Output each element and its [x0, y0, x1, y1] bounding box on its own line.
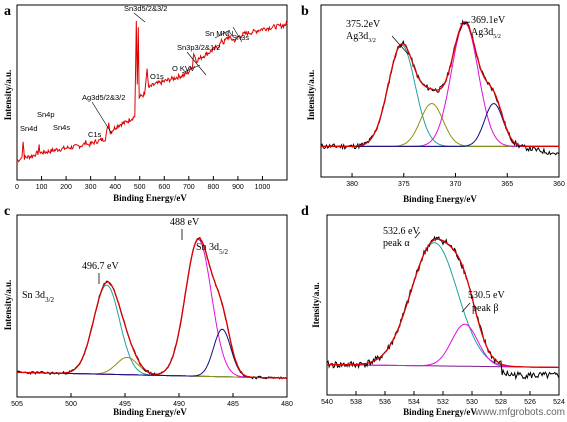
panel-a-frame	[16, 4, 288, 181]
panel-a-xtick-label: 500	[134, 184, 146, 191]
panel-b-annotation-sub: 5/2	[493, 34, 501, 40]
panel-d-xtick-label: 536	[379, 399, 391, 406]
panel-b-ylabel: Intensity/a.u.	[306, 70, 316, 121]
panel-d-xtick-label: 528	[495, 399, 507, 406]
panel-d-xtick-label: 524	[553, 399, 565, 406]
panel-a-series-0	[16, 20, 288, 163]
panel-a-annotation: Sn4s	[53, 123, 70, 132]
watermark-text: www.mfgrobots.com	[474, 407, 565, 418]
panel-a-xtick-label: 100	[36, 184, 48, 191]
panel-b-envelope	[321, 21, 559, 148]
panel-a-xlabel: Binding Energy/eV	[113, 193, 187, 203]
panel-d-xtick-label: 530	[466, 399, 478, 406]
panel-d-label: d	[301, 204, 309, 219]
panel-a: a Binding Energy/eV Intensity/a.u. 0 100 2…	[3, 4, 288, 203]
panel-d-xtick-label: 538	[350, 399, 362, 406]
panel-d-raw-data	[326, 235, 560, 381]
panel-a-xtick-label: 800	[208, 184, 220, 191]
panel-a-annotation: O KVV	[172, 64, 195, 73]
panel-a-annotation: O1s	[150, 72, 164, 81]
panel-c-envelope	[17, 237, 287, 379]
panel-a-xtick-label: 0	[15, 184, 19, 191]
panel-d: d Binding Energy/eV Itensity/a.u. 540 538…	[301, 204, 565, 417]
panel-c-xtick-label: 490	[173, 401, 185, 408]
panel-d-envelope	[327, 238, 559, 369]
panel-c-xtick-label: 480	[281, 401, 293, 408]
panel-b-arrow	[391, 35, 409, 55]
panel-c-annotation: 488 eV	[170, 217, 200, 228]
panel-c-xtick-label: 505	[11, 401, 23, 408]
panel-a-xtick-label: 200	[60, 184, 72, 191]
panel-d-xtick-label: 540	[321, 399, 333, 406]
panel-a-annotation: Sn MNN	[205, 29, 233, 38]
panel-c-ylabel: Intensity/a.u.	[3, 280, 13, 331]
panel-c-xtick-label: 500	[65, 401, 77, 408]
panel-a-xtick-label: 1000	[255, 184, 271, 191]
panel-b-label: b	[301, 4, 309, 19]
panel-a-annotation-arrow	[214, 29, 231, 39]
panel-a-annotation-arrow	[186, 51, 207, 76]
panel-d-arrow	[414, 231, 421, 239]
panel-a-annotation-arrow	[91, 101, 113, 135]
panel-b-raw-data	[320, 19, 560, 156]
panel-c-annotation-sub: 5/2	[219, 248, 228, 256]
panel-a-annotation: C1s	[88, 130, 102, 139]
panel-c-xtick-label: 485	[227, 401, 239, 408]
panel-a-annotation: Sn4p	[37, 110, 55, 119]
panel-d-annotation: peak β	[472, 303, 498, 314]
panel-a-xtick-label: 600	[158, 184, 170, 191]
panel-a-annotation: Sn3s	[232, 33, 249, 42]
panel-d-xtick-label: 532	[437, 399, 449, 406]
panel-b-frame	[320, 4, 560, 178]
panel-c-xlabel: Binding Energy/eV	[113, 407, 187, 417]
panel-d-frame	[326, 214, 560, 396]
panel-a-xtick-label: 700	[183, 184, 195, 191]
panel-b-xtick-label: 375	[398, 181, 410, 188]
panel-a-ylabel: Intensity/a.u.	[3, 70, 13, 121]
panel-d-ylabel: Itensity/a.u.	[311, 282, 321, 328]
panel-b-annotation: 375.2eV	[346, 19, 381, 30]
panel-a-annotation-arrow	[133, 12, 146, 23]
panel-a-annotation: Ag3d5/2&3/2	[82, 93, 125, 102]
panel-a-xtick-label: 400	[109, 184, 121, 191]
panel-d-xtick-label: 534	[408, 399, 420, 406]
panel-c-frame	[16, 214, 288, 398]
panel-b-xtick-label: 380	[346, 181, 358, 188]
panel-b-xlabel: Binding Energy/eV	[403, 194, 477, 204]
panel-a-annotation: Sn3d5/2&3/2	[124, 4, 167, 13]
panel-d-arrow	[461, 302, 471, 313]
panel-d-annotation: peak α	[383, 238, 410, 249]
panel-b: b Binding Energy/eV Intensity/a.u. 380 37…	[301, 4, 565, 204]
panel-a-label: a	[4, 4, 11, 19]
panel-c: c Binding Energy/eV Intensity/a.u. 505 50…	[3, 204, 293, 417]
panel-b-arrow	[459, 21, 471, 25]
panel-c-xtick-label: 495	[119, 401, 131, 408]
panel-b-xtick-label: 365	[501, 181, 513, 188]
panel-b-xtick-label: 360	[553, 181, 565, 188]
panel-c-label: c	[4, 204, 10, 219]
panel-b-annotation-sub: 3/2	[368, 38, 376, 44]
panel-d-xtick-label: 526	[524, 399, 536, 406]
panel-a-xtick-label: 300	[85, 184, 97, 191]
panel-a-xtick-label: 900	[232, 184, 244, 191]
panel-d-xlabel: Binding Energy/eV	[403, 407, 477, 417]
panel-a-annotation: Sn4d	[20, 124, 38, 133]
panel-c-annotation-sub: 3/2	[45, 296, 54, 304]
panel-a-annotation-arrow	[232, 26, 243, 43]
panel-d-annotation: 532.6 eV	[383, 226, 420, 237]
panel-d-annotation: 530.5 eV	[468, 290, 505, 301]
panel-b-annotation: 369.1eV	[471, 15, 506, 26]
panel-a-annotation-arrow	[181, 64, 201, 74]
panel-c-annotation: 496.7 eV	[82, 261, 119, 272]
panel-b-xtick-label: 370	[450, 181, 462, 188]
panel-a-annotation: Sn3p3/2&1/2	[177, 43, 220, 52]
